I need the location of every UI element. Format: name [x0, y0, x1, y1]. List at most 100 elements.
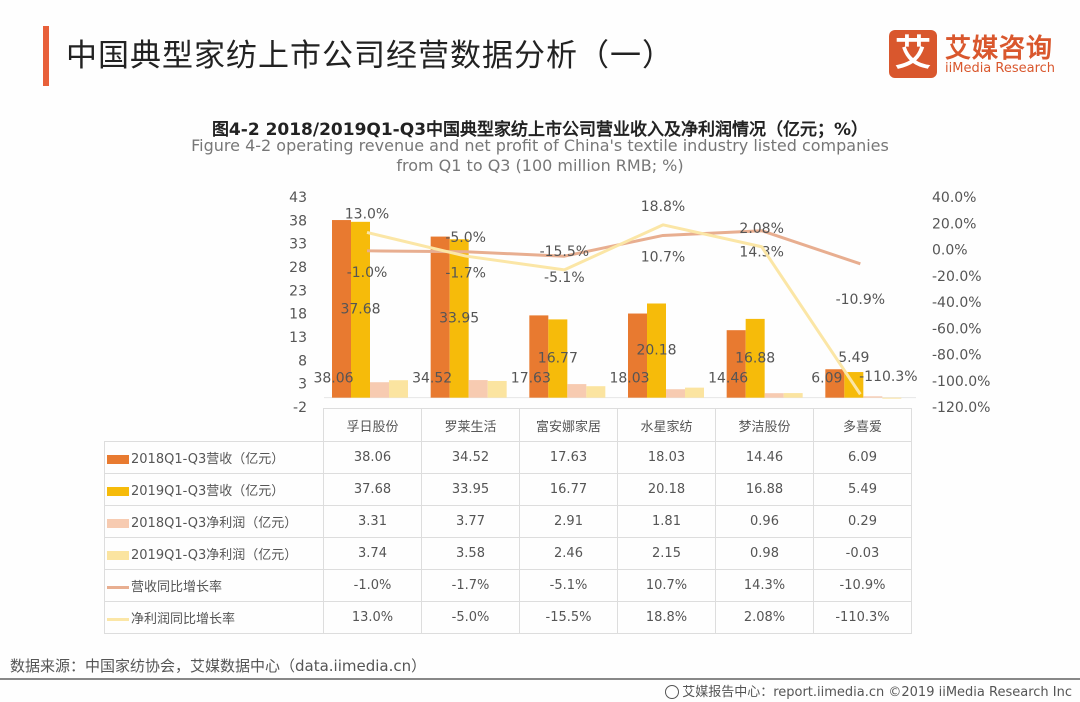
table-header-cell: 梦洁股份 — [715, 408, 814, 442]
bar-data-label: 16.77 — [538, 351, 578, 367]
page-title: 中国典型家纺上市公司经营数据分析（一） — [66, 38, 674, 74]
table-cell: 5.49 — [813, 473, 912, 506]
legend-label: 净利润同比增长率 — [131, 612, 236, 627]
line-data-label: -10.9% — [836, 292, 886, 308]
footer-divider — [0, 678, 1080, 680]
legend-swatch-icon — [107, 519, 129, 528]
legend-entry: 净利润同比增长率 — [104, 601, 324, 634]
legend-label: 2018Q1-Q3净利润（亿元） — [131, 516, 298, 531]
table-cell: -10.9% — [813, 569, 912, 602]
right-axis-tick: -80.0% — [932, 348, 982, 364]
legend-entry: 2018Q1-Q3营收（亿元） — [104, 441, 324, 474]
bar-data-label: 20.18 — [636, 343, 676, 359]
left-axis-tick: 18 — [289, 307, 307, 323]
bar-data-label: 33.95 — [439, 310, 479, 326]
line-data-label: 13.0% — [345, 206, 389, 222]
data-source: 数据来源：中国家纺协会，艾媒数据中心（data.iimedia.cn） — [10, 657, 427, 675]
table-cell: 18.8% — [617, 601, 716, 634]
left-axis-tick: 23 — [289, 283, 307, 299]
left-axis-tick: 8 — [298, 353, 307, 369]
bar-data-label: 14.46 — [708, 371, 748, 387]
table-row: 2018Q1-Q3营收（亿元） 38.06 34.52 17.63 18.03 14.46… — [104, 441, 912, 474]
right-axis-tick: 40.0% — [932, 190, 976, 206]
line-data-label: -5.0% — [445, 230, 486, 246]
table-row: 2018Q1-Q3净利润（亿元） 3.31 3.77 2.91 1.81 0.96 0.29 — [104, 505, 912, 538]
table-cell: 3.77 — [421, 505, 520, 538]
line-data-label: 14.3% — [739, 245, 783, 261]
bar-data-label: 16.88 — [735, 350, 775, 366]
right-axis-tick: -120.0% — [932, 400, 990, 416]
bar-3-4 — [764, 393, 784, 398]
bar-1-4 — [726, 330, 746, 398]
table-cell: 10.7% — [617, 569, 716, 602]
line-series-2 — [366, 223, 862, 396]
left-axis-tick: 13 — [289, 330, 307, 346]
table-header-cell: 水星家纺 — [617, 408, 716, 442]
table-corner — [104, 408, 324, 442]
legend-label: 2018Q1-Q3营收（亿元） — [131, 452, 285, 467]
globe-icon — [665, 685, 680, 699]
table-cell: -5.1% — [519, 569, 618, 602]
bar-2-4 — [745, 318, 765, 398]
left-axis-tick: 43 — [289, 190, 307, 206]
legend-swatch-icon — [107, 551, 129, 560]
table-header-cell: 多喜爱 — [813, 408, 912, 442]
logo-cn-text: 艾媒咨询 — [945, 34, 1054, 64]
bar-data-label: 37.68 — [340, 302, 380, 318]
bar-1-2 — [529, 315, 549, 398]
footer-report: 艾媒报告中心：report.iimedia.cn ©2019 iiMedia R… — [665, 681, 1072, 700]
logo-en-text: iiMedia Research — [945, 61, 1056, 76]
legend-label: 营收同比增长率 — [131, 580, 223, 595]
table-cell: 17.63 — [519, 441, 618, 474]
table-header-row: 孚日股份 罗莱生活 富安娜家居 水星家纺 梦洁股份 多喜爱 — [104, 408, 912, 442]
table-row: 净利润同比增长率 13.0% -5.0% -15.5% 18.8% 2.08% -110.3… — [104, 601, 912, 634]
line-data-label: -5.1% — [544, 270, 585, 286]
table-cell: 3.74 — [323, 537, 422, 570]
table-cell: 3.31 — [323, 505, 422, 538]
line-data-label: -110.3% — [859, 369, 917, 385]
table-cell: -1.0% — [323, 569, 422, 602]
legend-swatch-icon — [107, 618, 129, 621]
table-cell: 1.81 — [617, 505, 716, 538]
table-header-cell: 孚日股份 — [323, 408, 422, 442]
table-cell: 37.68 — [323, 473, 422, 506]
table-cell: -0.03 — [813, 537, 912, 570]
table-cell: 34.52 — [421, 441, 520, 474]
bar-2-3 — [647, 303, 666, 398]
bar-4-3 — [685, 387, 704, 398]
bar-3-5 — [863, 396, 883, 398]
bar-3-0 — [370, 382, 389, 398]
chart-subtitle: Figure 4-2 operating revenue and net pro… — [0, 136, 1080, 176]
table-cell: 2.08% — [715, 601, 814, 634]
bar-3-3 — [666, 389, 685, 398]
table-cell: 14.3% — [715, 569, 814, 602]
table-cell: -110.3% — [813, 601, 912, 634]
bar-1-1 — [430, 236, 450, 398]
table-cell: 16.77 — [519, 473, 618, 506]
bar-3-1 — [468, 380, 488, 398]
bar-data-label: 5.49 — [838, 350, 869, 366]
right-axis-tick: 20.0% — [932, 216, 976, 232]
legend-entry: 营收同比增长率 — [104, 569, 324, 602]
chart-title: 图4-2 2018/2019Q1-Q3中国典型家纺上市公司营业收入及净利润情况（… — [211, 120, 869, 140]
left-axis-tick: 38 — [289, 213, 307, 229]
bar-4-1 — [487, 380, 507, 398]
data-table: 孚日股份 罗莱生活 富安娜家居 水星家纺 梦洁股份 多喜爱 2018Q1-Q3营收（亿元） 3… — [104, 408, 912, 634]
legend-swatch-icon — [107, 586, 129, 589]
table-cell: 33.95 — [421, 473, 520, 506]
table-cell: -5.0% — [421, 601, 520, 634]
legend-swatch-icon — [107, 455, 129, 464]
left-axis-tick: 3 — [298, 377, 307, 393]
title-accent-bar — [43, 26, 49, 86]
bar-data-label: 34.52 — [412, 371, 452, 387]
footer-report-text: 艾媒报告中心：report.iimedia.cn ©2019 iiMedia R… — [682, 685, 1072, 700]
right-axis-tick: -60.0% — [932, 321, 982, 337]
line-data-label: -1.7% — [445, 266, 486, 282]
table-cell: 14.46 — [715, 441, 814, 474]
bar-1-3 — [628, 313, 647, 398]
bar-data-label: 38.06 — [313, 371, 353, 387]
right-axis-tick: 0.0% — [932, 243, 968, 259]
legend-label: 2019Q1-Q3营收（亿元） — [131, 484, 285, 499]
bar-data-label: 17.63 — [511, 371, 551, 387]
